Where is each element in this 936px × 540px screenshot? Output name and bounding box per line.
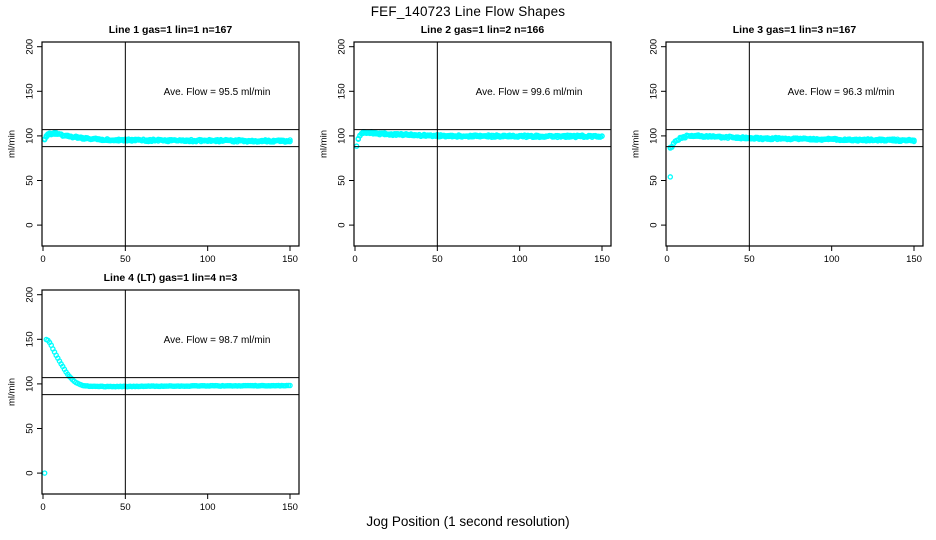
x-axis: 0 50 100 150 [352, 246, 610, 265]
plot-box [665, 41, 924, 247]
data-points [41, 336, 293, 476]
plot-box [353, 41, 612, 247]
x-axis: 0 50 100 150 [40, 494, 298, 513]
x-tick-label: 50 [432, 254, 443, 265]
outlier-point [667, 174, 674, 180]
y-tick-label: 0 [25, 470, 36, 475]
panel-svg: Line 3 gas=1 lin=3 n=167 0 50 100 150 200 ml/m… [631, 24, 924, 265]
y-tick-label: 100 [25, 376, 36, 392]
y-tick-label: 0 [337, 222, 348, 227]
panel-title: Line 2 gas=1 lin=2 n=166 [421, 24, 545, 36]
x-tick-label: 150 [282, 502, 298, 513]
x-tick-label: 100 [200, 254, 216, 265]
reference-lines [666, 42, 923, 246]
y-axis-label: ml/min [631, 130, 642, 158]
y-tick-label: 0 [649, 222, 660, 227]
x-tick-label: 50 [120, 254, 131, 265]
y-tick-label: 100 [649, 128, 660, 144]
y-tick-label: 150 [25, 83, 36, 99]
y-tick-label: 100 [337, 128, 348, 144]
flow-panel-line-3: Line 3 gas=1 lin=3 n=167 0 50 100 150 200 ml/m… [624, 20, 936, 268]
x-tick-label: 150 [906, 254, 922, 265]
data-points [41, 129, 293, 145]
x-tick-label: 0 [40, 502, 45, 513]
x-axis: 0 50 100 150 [40, 246, 298, 265]
ave-flow-annotation: Ave. Flow = 95.5 ml/min [164, 87, 271, 98]
data-points [667, 132, 917, 180]
y-tick-label: 200 [337, 39, 348, 55]
data-points [353, 129, 605, 149]
panel-title: Line 4 (LT) gas=1 lin=4 n=3 [104, 272, 238, 284]
x-tick-label: 100 [512, 254, 528, 265]
x-tick-label: 0 [664, 254, 669, 265]
data-point [287, 382, 293, 389]
x-axis: 0 50 100 150 [664, 246, 922, 265]
panel-svg: Line 4 (LT) gas=1 lin=4 n=3 0 50 100 150 200 m… [7, 272, 300, 513]
y-tick-label: 100 [25, 128, 36, 144]
y-axis-label: ml/min [7, 378, 18, 406]
panel-title: Line 3 gas=1 lin=3 n=167 [733, 24, 857, 36]
x-tick-label: 100 [824, 254, 840, 265]
plot-box [41, 41, 300, 247]
flow-panel-line-2: Line 2 gas=1 lin=2 n=166 0 50 100 150 200 ml/m… [312, 20, 624, 268]
y-tick-label: 200 [25, 39, 36, 55]
y-axis: 0 50 100 150 200 [649, 39, 666, 228]
page-title: FEF_140723 Line Flow Shapes [370, 4, 566, 19]
y-tick-label: 200 [25, 287, 36, 303]
y-axis: 0 50 100 150 200 [25, 287, 42, 476]
panel-svg: Line 2 gas=1 lin=2 n=166 0 50 100 150 200 ml/m… [319, 24, 612, 265]
reference-lines [354, 42, 611, 246]
y-tick-label: 50 [337, 175, 348, 186]
panel-svg: Line 1 gas=1 lin=1 n=167 0 50 100 150 200 ml/m… [7, 24, 300, 265]
x-tick-label: 50 [744, 254, 755, 265]
x-tick-label: 150 [282, 254, 298, 265]
plot-box [41, 289, 300, 495]
x-axis-caption: Jog Position (1 second resolution) [366, 514, 570, 529]
y-tick-label: 150 [337, 83, 348, 99]
y-tick-label: 150 [649, 83, 660, 99]
data-point [287, 137, 293, 143]
y-tick-label: 50 [25, 423, 36, 434]
y-tick-label: 0 [25, 222, 36, 227]
flow-panel-line-1: Line 1 gas=1 lin=1 n=167 0 50 100 150 200 ml/m… [0, 20, 312, 268]
ave-flow-annotation: Ave. Flow = 98.7 ml/min [164, 335, 271, 346]
x-tick-label: 150 [594, 254, 610, 265]
reference-lines [42, 42, 299, 246]
y-axis-label: ml/min [319, 130, 330, 158]
y-tick-label: 50 [25, 175, 36, 186]
reference-lines [42, 290, 299, 494]
x-tick-label: 100 [200, 502, 216, 513]
outlier-point [41, 470, 48, 476]
ave-flow-annotation: Ave. Flow = 99.6 ml/min [476, 87, 583, 98]
flow-panel-line-4: Line 4 (LT) gas=1 lin=4 n=3 0 50 100 150 200 m… [0, 268, 312, 516]
y-axis: 0 50 100 150 200 [25, 39, 42, 228]
x-tick-label: 50 [120, 502, 131, 513]
x-tick-label: 0 [40, 254, 45, 265]
data-point [911, 138, 917, 145]
y-axis-label: ml/min [7, 130, 18, 158]
y-axis: 0 50 100 150 200 [337, 39, 354, 228]
panel-title: Line 1 gas=1 lin=1 n=167 [109, 24, 233, 36]
data-point [599, 133, 605, 139]
y-tick-label: 150 [25, 331, 36, 347]
x-tick-label: 0 [352, 254, 357, 265]
y-tick-label: 50 [649, 175, 660, 186]
ave-flow-annotation: Ave. Flow = 96.3 ml/min [788, 87, 895, 98]
y-tick-label: 200 [649, 39, 660, 55]
